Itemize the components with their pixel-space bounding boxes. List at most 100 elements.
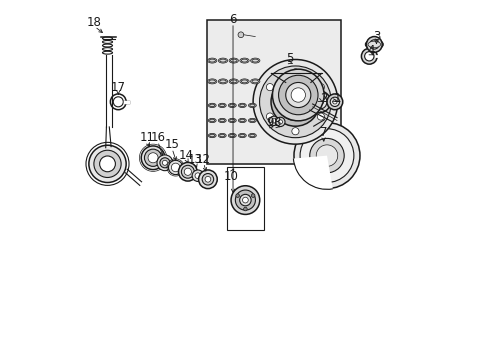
Circle shape <box>317 113 324 120</box>
Circle shape <box>309 138 344 173</box>
Ellipse shape <box>209 134 214 137</box>
Circle shape <box>157 155 172 171</box>
Circle shape <box>192 170 203 181</box>
Circle shape <box>198 170 217 189</box>
Text: 9: 9 <box>265 116 273 129</box>
Circle shape <box>361 48 376 64</box>
Circle shape <box>278 120 282 124</box>
Ellipse shape <box>241 80 247 83</box>
Circle shape <box>230 186 259 215</box>
Circle shape <box>100 156 115 172</box>
Ellipse shape <box>208 80 215 83</box>
Circle shape <box>288 95 301 108</box>
Ellipse shape <box>230 59 237 62</box>
Ellipse shape <box>228 118 236 123</box>
Text: 15: 15 <box>164 138 179 151</box>
Bar <box>206 21 341 164</box>
Circle shape <box>238 32 244 38</box>
Ellipse shape <box>250 58 260 63</box>
Ellipse shape <box>241 59 247 62</box>
Text: 8: 8 <box>272 116 280 129</box>
Ellipse shape <box>207 79 217 84</box>
Ellipse shape <box>218 134 226 138</box>
Text: 14: 14 <box>179 149 194 162</box>
Ellipse shape <box>208 103 216 108</box>
Circle shape <box>202 174 213 185</box>
Circle shape <box>317 84 324 91</box>
Circle shape <box>171 163 180 172</box>
Text: 3: 3 <box>373 30 380 43</box>
Text: 13: 13 <box>187 153 202 166</box>
Circle shape <box>259 66 330 138</box>
Ellipse shape <box>249 104 254 107</box>
Ellipse shape <box>365 40 383 49</box>
Circle shape <box>144 149 162 166</box>
Ellipse shape <box>238 118 246 123</box>
Circle shape <box>148 153 158 163</box>
Ellipse shape <box>208 134 216 138</box>
Circle shape <box>253 59 337 144</box>
Circle shape <box>195 173 201 179</box>
Circle shape <box>235 194 239 197</box>
Text: 10: 10 <box>224 170 239 183</box>
Circle shape <box>266 113 273 120</box>
Text: 18: 18 <box>87 17 102 30</box>
Ellipse shape <box>229 119 234 122</box>
Ellipse shape <box>251 59 258 62</box>
Ellipse shape <box>229 134 234 137</box>
Ellipse shape <box>239 134 244 137</box>
Ellipse shape <box>239 79 249 84</box>
Ellipse shape <box>219 119 224 122</box>
Circle shape <box>162 160 167 165</box>
Circle shape <box>326 94 342 110</box>
Text: 6: 6 <box>229 13 236 26</box>
Circle shape <box>178 162 197 181</box>
Text: 16: 16 <box>150 131 165 144</box>
Ellipse shape <box>219 59 226 62</box>
Circle shape <box>371 42 376 46</box>
Ellipse shape <box>250 79 260 84</box>
Ellipse shape <box>218 58 227 63</box>
Ellipse shape <box>228 79 238 84</box>
Circle shape <box>316 145 337 166</box>
Circle shape <box>293 123 359 189</box>
Ellipse shape <box>218 118 226 123</box>
Circle shape <box>266 84 273 91</box>
Circle shape <box>141 146 164 170</box>
Ellipse shape <box>238 134 246 138</box>
Circle shape <box>329 97 339 107</box>
Circle shape <box>283 90 306 114</box>
Circle shape <box>364 51 373 61</box>
Circle shape <box>184 168 191 175</box>
Ellipse shape <box>239 58 249 63</box>
Ellipse shape <box>218 103 226 108</box>
Circle shape <box>235 190 255 210</box>
Circle shape <box>239 194 251 206</box>
Wedge shape <box>293 156 332 189</box>
Circle shape <box>291 69 298 76</box>
Circle shape <box>291 128 298 135</box>
Circle shape <box>269 116 278 126</box>
Circle shape <box>89 145 126 183</box>
Circle shape <box>270 77 319 126</box>
Ellipse shape <box>228 58 238 63</box>
Ellipse shape <box>219 134 224 137</box>
Ellipse shape <box>219 80 226 83</box>
Ellipse shape <box>239 119 244 122</box>
Circle shape <box>312 95 326 109</box>
Circle shape <box>275 117 285 127</box>
Ellipse shape <box>239 104 244 107</box>
Ellipse shape <box>209 104 214 107</box>
Text: 2: 2 <box>320 92 327 105</box>
Text: 5: 5 <box>285 52 292 65</box>
Circle shape <box>160 158 169 168</box>
Ellipse shape <box>228 103 236 108</box>
Circle shape <box>94 150 121 177</box>
Circle shape <box>251 194 254 197</box>
Ellipse shape <box>209 119 214 122</box>
Circle shape <box>272 69 324 121</box>
Ellipse shape <box>251 80 258 83</box>
Circle shape <box>278 75 317 115</box>
Text: 17: 17 <box>111 81 125 94</box>
Ellipse shape <box>248 118 256 123</box>
